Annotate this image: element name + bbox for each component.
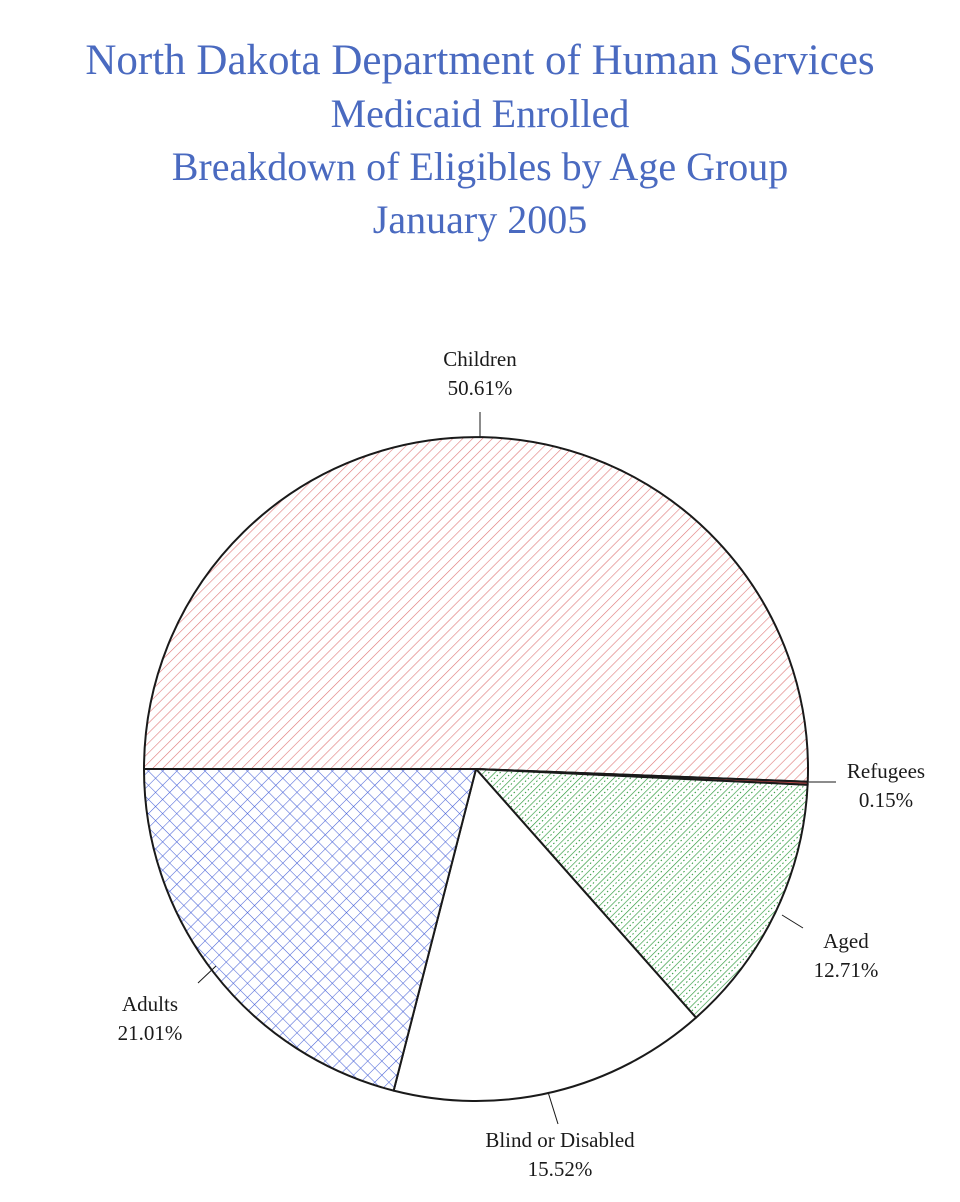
slice-value-label-adults: 21.01% [118, 1021, 183, 1045]
pie-slice-aged [475, 768, 809, 1019]
pie-slice-children [143, 436, 809, 783]
slice-value-label-refugees: 0.15% [859, 788, 913, 812]
slice-name-label-blind-or-disabled: Blind or Disabled [485, 1128, 635, 1152]
title-line-date: January 2005 [372, 197, 588, 242]
slice-name-label-aged: Aged [823, 929, 869, 953]
slice-name-label-refugees: Refugees [847, 759, 925, 783]
slice-name-label-adults: Adults [122, 992, 178, 1016]
leader-line-adults [197, 965, 217, 984]
title-line-program: Medicaid Enrolled [330, 91, 630, 136]
title-line-breakdown: Breakdown of Eligibles by Age Group [171, 144, 789, 189]
leader-line-blind-or-disabled [547, 1091, 559, 1125]
pie-slice-blind-or-disabled [392, 768, 698, 1102]
chart-title: North Dakota Department of Human Service… [0, 34, 960, 246]
slice-value-label-aged: 12.71% [814, 958, 879, 982]
title-line-department: North Dakota Department of Human Service… [85, 37, 875, 84]
pie-slice-adults [143, 768, 477, 1092]
slice-value-label-blind-or-disabled: 15.52% [528, 1157, 593, 1181]
leader-line-aged [781, 914, 804, 929]
slice-name-label-children: Children [443, 347, 517, 371]
slice-value-label-children: 50.61% [448, 376, 513, 400]
